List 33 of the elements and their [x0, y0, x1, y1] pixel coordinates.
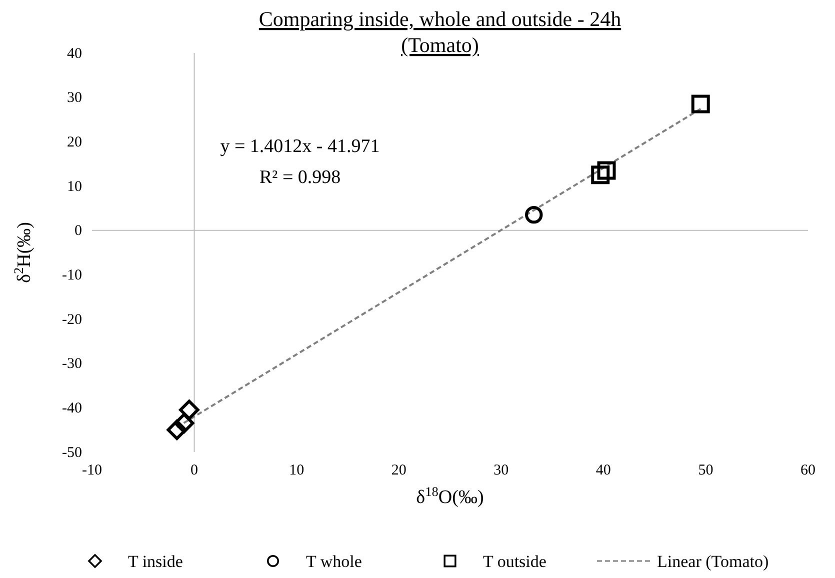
chart-title: Comparing inside, whole and outside - 24h (Tomato) [258, 7, 622, 57]
legend-label: T outside [483, 552, 546, 571]
x-tick-label: 50 [698, 462, 714, 479]
y-tick-label: -10 [62, 267, 82, 284]
y-tick-label: -30 [62, 356, 82, 372]
point [166, 420, 188, 440]
annotation: y = 1.4012x - 41.971 [220, 136, 380, 157]
x-tick-label: -10 [82, 462, 102, 479]
point [597, 161, 616, 180]
x-tick-label: 20 [391, 462, 406, 479]
x-tick-label: 10 [289, 462, 304, 479]
x-axis-title: δ$^{18}$O(‰) [416, 484, 484, 508]
x-tick-label: 0 [190, 462, 198, 479]
y-tick-label: 10 [67, 178, 82, 195]
y-tick-label: 30 [67, 90, 82, 106]
point [591, 166, 610, 184]
y-tick-label: 20 [67, 134, 82, 150]
y-tick-label: -50 [62, 444, 82, 461]
legend-label: Linear (Tomato) [657, 552, 769, 571]
legend-label: T whole [306, 552, 362, 571]
x-tick-label: 30 [494, 462, 509, 479]
point [525, 206, 543, 224]
point [179, 400, 200, 420]
y-tick-label: 0 [74, 223, 82, 240]
annotation: R² = 0.998 [259, 167, 341, 188]
x-tick-label: 40 [596, 462, 611, 479]
y-tick-label: 40 [67, 46, 82, 62]
legend-label: T inside [128, 552, 183, 571]
point [691, 94, 710, 114]
y-tick-label: -20 [62, 312, 82, 328]
x-tick-label: 60 [800, 462, 816, 479]
y-tick-label: -40 [62, 400, 82, 416]
point [174, 413, 194, 434]
